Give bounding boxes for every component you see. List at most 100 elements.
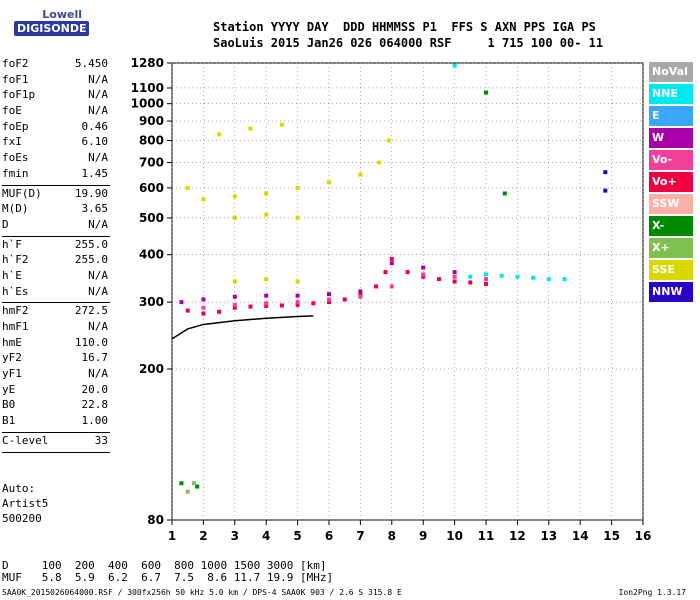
param-separator xyxy=(2,184,110,186)
legend-item: NNE xyxy=(649,84,693,104)
legend-item: NoVal xyxy=(649,62,693,82)
param-value: N/A xyxy=(88,151,108,165)
distance-row: D 100 200 400 600 800 1000 1500 3000 [km… xyxy=(2,559,327,572)
param-label: hmE xyxy=(2,335,22,349)
x-tick-label: 6 xyxy=(325,529,333,543)
echo-point xyxy=(264,301,269,306)
echo-point xyxy=(421,274,426,279)
x-tick-label: 7 xyxy=(356,529,364,543)
header-line2: SaoLuis 2015 Jan26 026 064000 RSF 1 715 … xyxy=(213,36,604,50)
muf-table: D 100 200 400 600 800 1000 1500 3000 [km… xyxy=(2,560,333,584)
echo-point xyxy=(358,292,363,297)
plot-frame xyxy=(171,62,644,521)
x-tick-label: 1 xyxy=(168,529,176,543)
param-separator xyxy=(2,431,110,433)
echo-point xyxy=(232,302,237,307)
polarization-legend: NoVal NNE E W Vo- Vo+ SSW X- X+ SSE NNW xyxy=(649,62,693,304)
echo-point xyxy=(201,197,206,202)
echo-point xyxy=(201,297,206,302)
y-tick-label: 800 xyxy=(139,133,164,147)
param-row: h`E N/A xyxy=(2,269,110,285)
echo-point xyxy=(383,270,388,275)
param-row: foF1p N/A xyxy=(2,88,110,104)
y-tick-label: 200 xyxy=(139,362,164,376)
echo-point xyxy=(295,279,300,284)
param-row: M(D) 3.65 xyxy=(2,202,110,218)
echo-point xyxy=(452,279,457,284)
x-tick-label: 5 xyxy=(293,529,301,543)
param-value: 20.0 xyxy=(81,382,109,396)
echo-point xyxy=(603,170,608,175)
auto-line2: Artist5 xyxy=(2,497,49,510)
param-value: 272.5 xyxy=(74,304,108,318)
param-value: 1.45 xyxy=(81,166,109,180)
param-value: 0.46 xyxy=(81,119,109,133)
x-tick-label: 8 xyxy=(388,529,396,543)
param-row: hmF2 272.5 xyxy=(2,304,110,320)
echo-point xyxy=(248,126,253,131)
echo-point xyxy=(179,481,184,486)
echo-point xyxy=(185,308,190,313)
param-label: foF2 xyxy=(2,57,29,70)
param-label: foEp xyxy=(2,119,29,133)
legend-item: E xyxy=(649,106,693,126)
echo-point xyxy=(452,63,457,68)
param-label: hmF1 xyxy=(2,320,29,333)
param-row: MUF(D) 19.90 xyxy=(2,187,110,203)
param-separator xyxy=(2,451,110,453)
autoscaling-info: Auto: Artist5 500200 xyxy=(2,481,48,526)
echo-point xyxy=(232,194,237,199)
param-row: h`F 255.0 xyxy=(2,238,110,254)
param-row: fmin 1.45 xyxy=(2,167,110,183)
echo-point xyxy=(327,300,331,305)
param-value: N/A xyxy=(88,367,108,381)
param-row: B1 1.00 xyxy=(2,414,110,430)
param-row: foF2 5.450 xyxy=(2,57,110,73)
param-label: M(D) xyxy=(2,202,29,216)
echo-point xyxy=(295,215,300,220)
echo-point xyxy=(201,305,206,310)
x-tick-label: 4 xyxy=(262,529,270,543)
echo-point xyxy=(201,311,206,316)
param-row: foEs N/A xyxy=(2,151,110,167)
param-row: foEp 0.46 xyxy=(2,120,110,136)
echo-point xyxy=(389,261,394,266)
param-row: B0 22.8 xyxy=(2,398,110,414)
param-label: B0 xyxy=(2,398,16,412)
echo-point xyxy=(185,489,190,494)
y-tick-label: 1280 xyxy=(131,56,164,70)
muf-row: MUF 5.8 5.9 6.2 6.7 7.5 8.6 11.7 19.9 [M… xyxy=(2,571,334,584)
legend-item: W xyxy=(649,128,693,148)
x-tick-label: 10 xyxy=(446,529,463,543)
echo-point xyxy=(295,300,300,305)
y-tick-label: 80 xyxy=(147,513,164,527)
param-label: h`E xyxy=(2,268,22,282)
echo-point xyxy=(185,185,190,190)
param-label: h`Es xyxy=(2,284,29,298)
param-label: MUF(D) xyxy=(2,186,42,200)
echo-point xyxy=(279,303,284,308)
echo-point xyxy=(232,294,237,299)
echo-point xyxy=(484,281,488,286)
echo-point xyxy=(217,309,222,314)
legend-item: NNW xyxy=(649,282,693,302)
param-label: foF1 xyxy=(2,72,29,86)
param-label: C-level xyxy=(2,433,49,447)
echo-point xyxy=(603,188,608,193)
param-value: N/A xyxy=(88,72,108,86)
echo-point xyxy=(327,180,331,185)
legend-item: Vo- xyxy=(649,150,693,170)
param-value: N/A xyxy=(88,284,108,298)
echo-point xyxy=(515,274,520,279)
echo-point xyxy=(468,274,473,279)
echo-point xyxy=(342,297,347,302)
scaled-parameters-panel: foF2 5.450 foF1 N/A foF1p N/A foE N/A foEp 0.46 fx… xyxy=(2,57,110,454)
param-label: yF2 xyxy=(2,351,22,365)
param-row: D N/A xyxy=(2,218,110,234)
param-value: N/A xyxy=(88,320,108,333)
echo-point xyxy=(374,284,379,289)
param-row: hmE 110.0 xyxy=(2,336,110,352)
echo-point xyxy=(531,275,536,280)
legend-item: X- xyxy=(649,216,693,236)
